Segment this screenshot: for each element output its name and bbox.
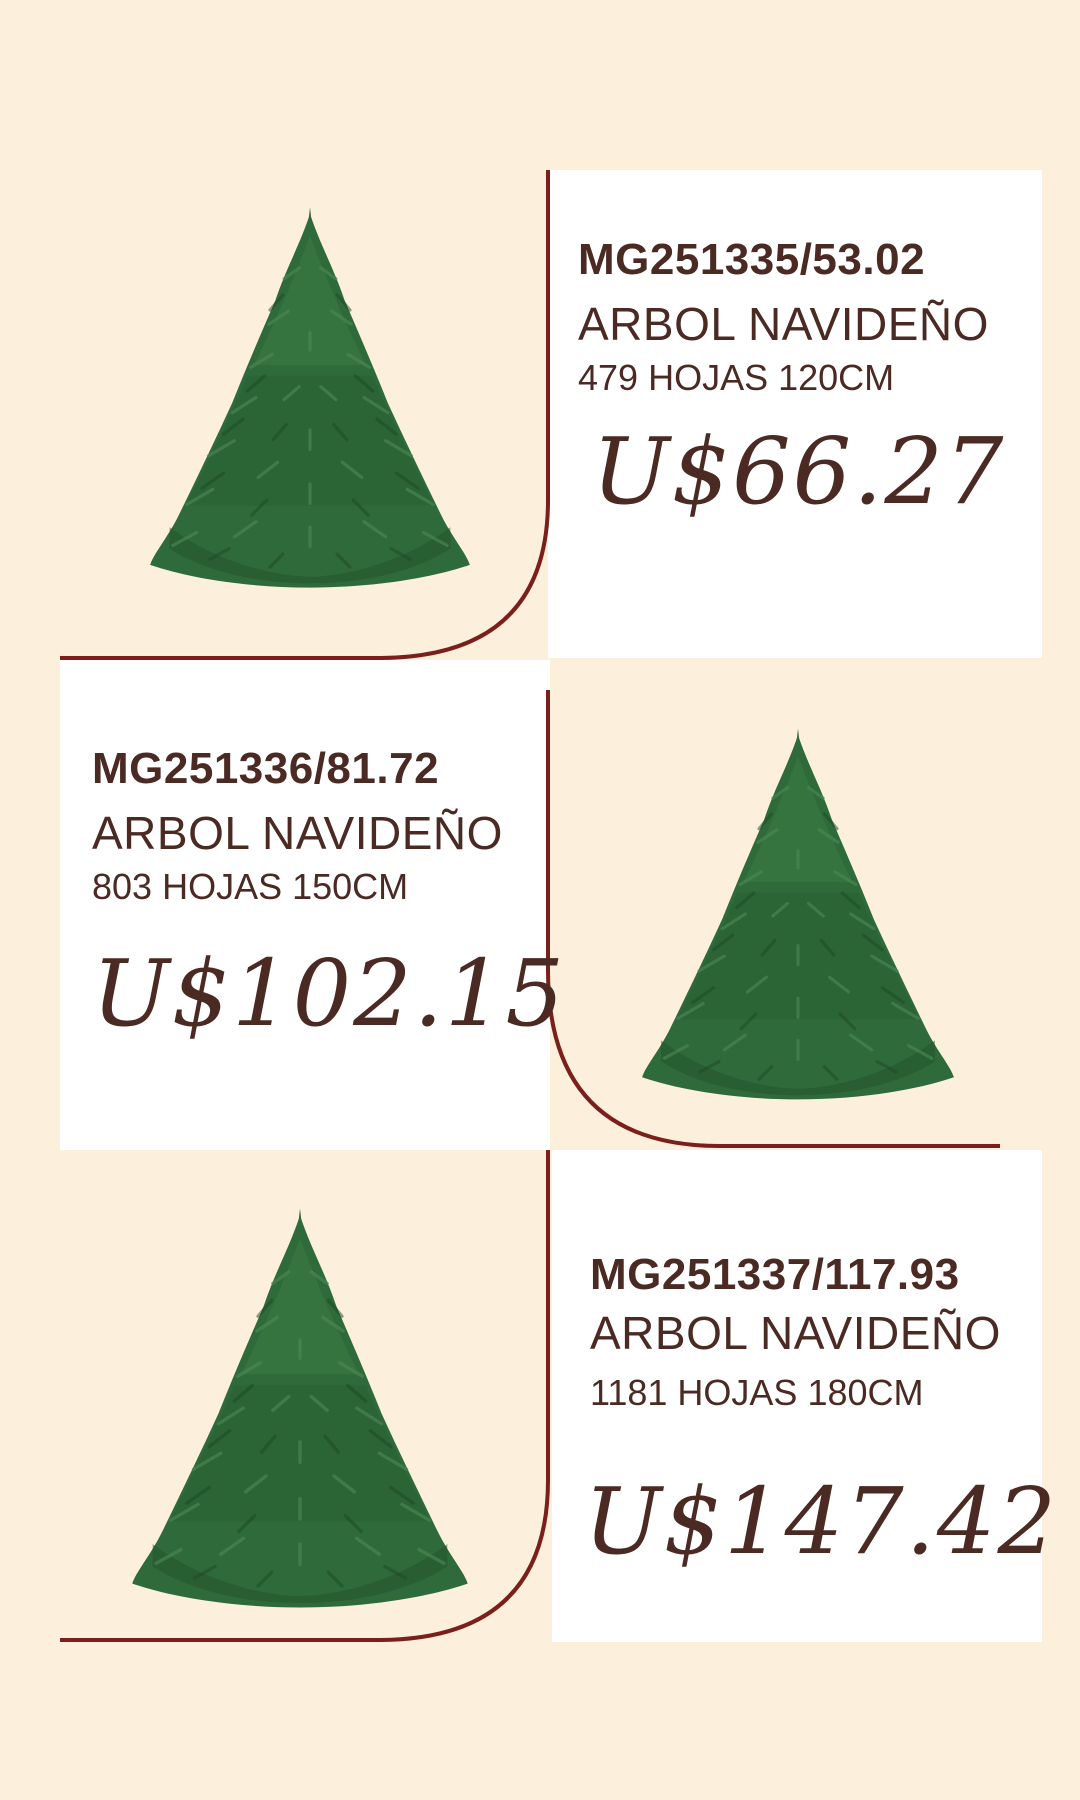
product-code: MG251337/117.93	[590, 1250, 960, 1299]
product-name: ARBOL NAVIDEÑO	[590, 1307, 1001, 1359]
product-code: MG251335/53.02	[578, 235, 926, 284]
product-price: U$66.27	[592, 418, 1006, 525]
product-price: U$102.15	[92, 940, 566, 1047]
product-price: U$147.42	[584, 1468, 1058, 1575]
product-card-2-info-panel	[60, 660, 550, 1150]
product-card-1-info-panel	[548, 170, 1042, 658]
product-spec: 803 HOJAS 150CM	[92, 866, 409, 907]
product-name: ARBOL NAVIDEÑO	[578, 298, 989, 350]
christmas-tree-icon	[148, 205, 472, 590]
product-name: ARBOL NAVIDEÑO	[92, 807, 503, 859]
christmas-tree-icon	[640, 726, 956, 1102]
product-card-3-info-panel	[552, 1150, 1042, 1642]
product-spec: 479 HOJAS 120CM	[578, 357, 895, 398]
product-code: MG251336/81.72	[92, 744, 440, 793]
product-spec: 1181 HOJAS 180CM	[590, 1372, 924, 1413]
christmas-tree-icon	[130, 1206, 470, 1610]
